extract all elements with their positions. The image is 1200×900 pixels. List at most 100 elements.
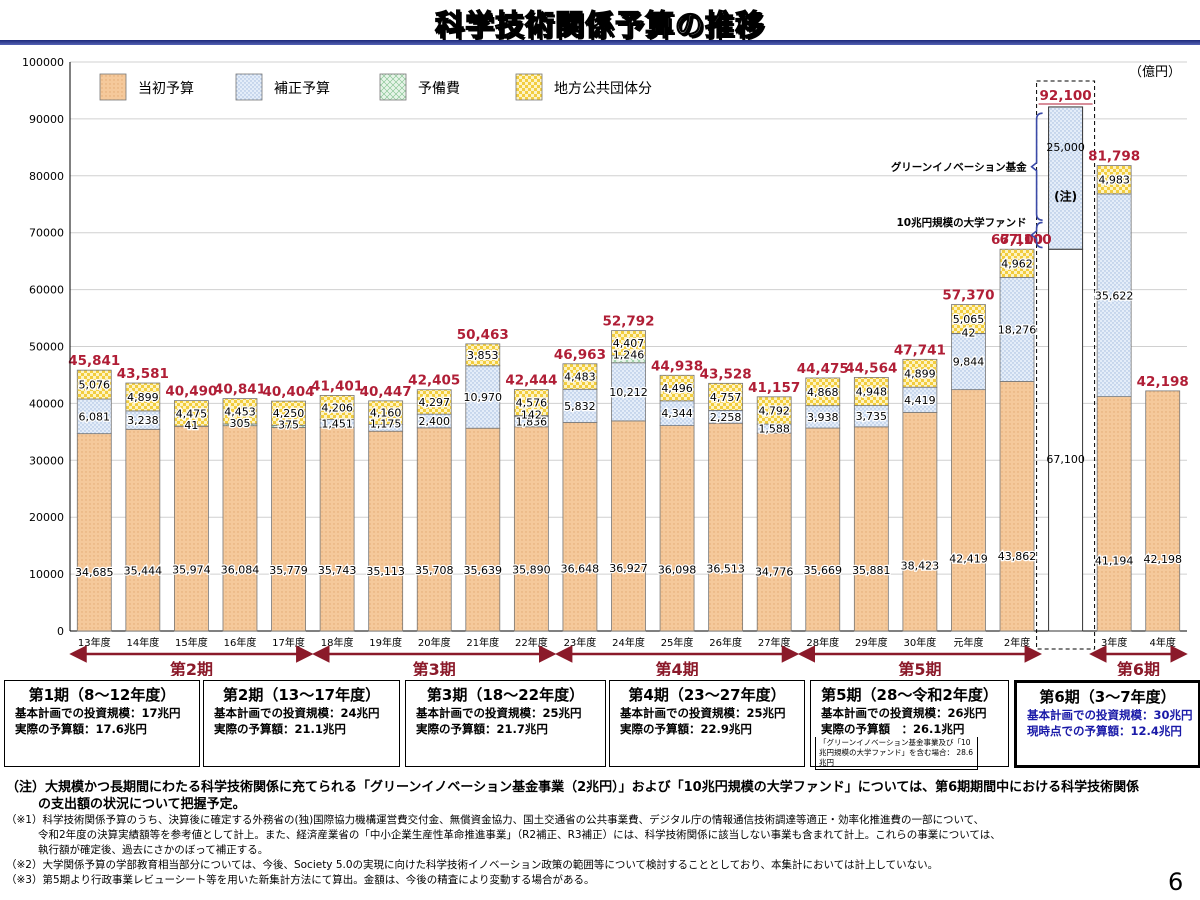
period-box-line: 基本計画での投資規模：30兆円	[1027, 708, 1193, 722]
bar-segment	[513, 389, 549, 416]
segment-label: 10,970	[464, 391, 503, 404]
note-1: （※1）科学技術関係予算のうち、決算後に確定する外務省の(独)国際協力機構運営費…	[6, 814, 985, 826]
segment-label: 1,175	[370, 418, 402, 431]
total-label: 42,405	[408, 373, 460, 389]
segment-label: 4,962	[1001, 257, 1033, 270]
bar-segment	[611, 420, 646, 632]
period-box-line: 現時点での予算額：12.4兆円	[1027, 724, 1182, 738]
total-label: 44,564	[845, 360, 897, 376]
segment-label: 5,832	[564, 400, 596, 413]
segment-label: 4,792	[758, 404, 790, 417]
special-bar-frame	[1036, 80, 1096, 650]
period-label: 第2期	[170, 660, 213, 676]
segment-label: 34,776	[755, 566, 794, 579]
segment-label: 35,669	[804, 564, 843, 577]
segment-label: 36,098	[658, 563, 697, 576]
bar-segment	[416, 427, 452, 632]
bar-segment	[999, 248, 1035, 278]
segment-label: 38,423	[901, 559, 940, 572]
y-tick-label: 100000	[22, 56, 64, 69]
segment-label: 35,779	[269, 564, 308, 577]
x-tick-label: 15年度	[175, 636, 208, 649]
legend-label: 当初予算	[138, 80, 194, 97]
note-mark: (注)	[1054, 189, 1077, 204]
segment-label: 4,475	[176, 407, 208, 420]
segment-label: 18,276	[998, 323, 1037, 336]
main-note-continued: の支出額の状況について把握予定。	[38, 797, 246, 812]
x-tick-label: 18年度	[321, 636, 354, 649]
period-box-title: 第6期（3～7年度）	[1039, 688, 1176, 706]
total-label: 57,370	[942, 288, 994, 304]
bar-segment	[319, 427, 355, 632]
legend-label: 地方公共団体分	[554, 81, 652, 97]
x-tick-label: 24年度	[612, 636, 645, 649]
total-label: 43,581	[117, 366, 169, 382]
bar-segment	[853, 377, 889, 406]
total-label: 40,841	[214, 382, 266, 398]
bar-segment	[562, 422, 598, 632]
period-box-title: 第3期（18～22年度）	[426, 686, 585, 704]
segment-label: 6,081	[79, 410, 111, 423]
y-tick-label: 80000	[29, 170, 64, 183]
x-tick-label: 4年度	[1150, 636, 1176, 649]
annotations: グリーンイノベーション基金 10兆円規模の大学ファンド	[891, 112, 1043, 249]
segment-label: 25,000	[1046, 141, 1085, 154]
bar-segment	[999, 277, 1035, 382]
unit-label: （億円）	[1129, 64, 1181, 80]
bar-segment	[76, 369, 112, 400]
bar-segment	[76, 398, 112, 435]
segment-label: 4,983	[1098, 174, 1130, 187]
period-box-line: 基本計画での投資規模：26兆円	[821, 706, 987, 720]
bar-segment	[1145, 390, 1181, 632]
period-label: 第4期	[655, 660, 698, 676]
x-tick-label: 28年度	[806, 636, 839, 649]
x-tick-label: 21年度	[466, 636, 499, 649]
total-label: 44,475	[797, 361, 849, 377]
x-tick-label: 29年度	[855, 636, 888, 649]
segment-label: 36,648	[561, 562, 600, 575]
bar-segment	[951, 389, 986, 632]
segment-label: 4,206	[321, 401, 353, 414]
segment-label: 35,881	[852, 564, 891, 577]
segment-label: 4,250	[273, 407, 305, 420]
total-label: 40,404	[262, 384, 314, 400]
segment-label: 35,639	[464, 564, 503, 577]
segment-label: 4,757	[710, 391, 742, 404]
segment-label: 375	[278, 418, 299, 431]
x-tick-label: 14年度	[126, 636, 159, 649]
bar-segment	[513, 426, 549, 632]
total-label: 42,198	[1137, 374, 1189, 390]
y-tick-label: 90000	[29, 113, 64, 126]
segment-label: 10,212	[609, 386, 648, 399]
bar-segment	[611, 330, 646, 357]
segment-label: 36,513	[706, 563, 745, 576]
segment-label: 4,419	[904, 394, 936, 407]
bar-segment	[902, 411, 938, 632]
segment-label: 41,194	[1095, 555, 1134, 568]
segment-label: 4,297	[418, 396, 450, 409]
x-tick-label: 元年度	[953, 636, 983, 649]
note-1-continued-2: 執行額が確定後、過去にさかのぼって補正する。	[38, 844, 269, 856]
segment-label: 42	[961, 326, 975, 339]
total-label: 45,841	[68, 353, 120, 369]
y-tick-label: 10000	[29, 568, 64, 581]
bar-segment	[174, 400, 209, 427]
bar-segment	[416, 389, 452, 415]
total-label: 47,741	[894, 342, 946, 358]
segment-label: 9,844	[953, 356, 985, 369]
segment-label: 2,400	[418, 415, 450, 428]
title-rule	[0, 40, 1200, 45]
period-box-4: 第4期（23～27年度） 基本計画での投資規模：25兆円 実際の予算額：22.9兆円	[609, 680, 805, 767]
segment-label: 35,622	[1095, 289, 1134, 302]
segment-label: 4,899	[127, 391, 159, 404]
legend: 当初予算 補正予算 予備費 地方公共団体分	[99, 73, 652, 101]
total-label: 40,490	[165, 384, 217, 400]
x-tick-label: 13年度	[78, 636, 111, 649]
bars	[76, 80, 1181, 650]
legend-swatch	[379, 73, 407, 101]
segment-label: 4,899	[904, 367, 936, 380]
x-tick-label: 25年度	[661, 636, 694, 649]
page-number: 6	[1168, 868, 1184, 896]
x-tick-label: 17年度	[272, 636, 305, 649]
bar-segment	[271, 400, 306, 426]
